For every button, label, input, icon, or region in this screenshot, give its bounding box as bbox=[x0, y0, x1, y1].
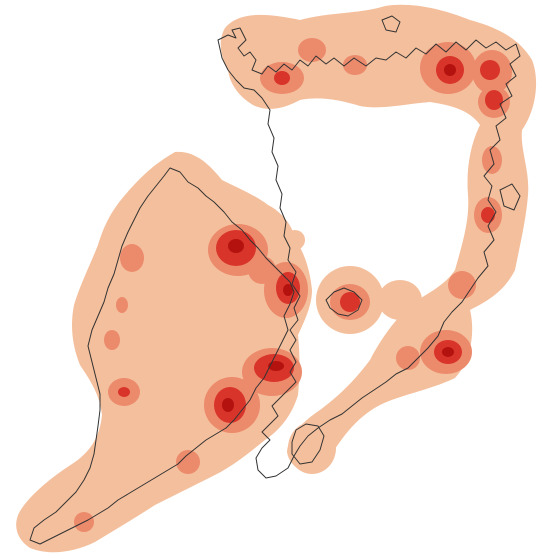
coastline bbox=[29, 15, 521, 545]
peak-density-cores bbox=[222, 64, 456, 412]
